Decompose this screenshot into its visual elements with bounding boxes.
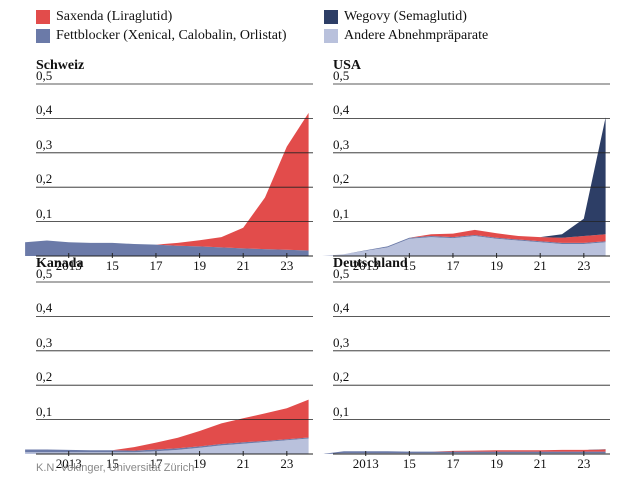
panel-title: USA bbox=[333, 58, 362, 73]
area-saxenda bbox=[25, 399, 309, 451]
legend-label: Fettblocker (Xenical, Calobalin, Orlista… bbox=[56, 28, 287, 43]
y-tick-label: 0,5 bbox=[333, 68, 350, 83]
legend-item-wegovy: Wegovy (Semaglutid) bbox=[324, 8, 467, 25]
x-tick-label: 23 bbox=[577, 456, 591, 471]
area-saxenda bbox=[25, 112, 309, 251]
x-tick-label: 21 bbox=[236, 456, 250, 471]
x-tick-label: 21 bbox=[533, 456, 547, 471]
area-saxenda bbox=[322, 229, 606, 256]
x-tick-label: 2013 bbox=[55, 456, 82, 471]
x-tick-label: 21 bbox=[236, 258, 250, 273]
y-tick-label: 0,3 bbox=[36, 334, 53, 350]
x-tick-label: 15 bbox=[402, 456, 416, 471]
x-tick-label: 17 bbox=[149, 258, 163, 273]
y-tick-label: 0,4 bbox=[36, 300, 53, 316]
y-tick-label: 0,5 bbox=[36, 68, 53, 83]
x-tick-label: 23 bbox=[280, 258, 294, 273]
legend-swatch bbox=[36, 9, 50, 24]
y-tick-label: 0,2 bbox=[333, 171, 350, 187]
area-fettblocker bbox=[25, 437, 309, 453]
panel-title: Deutschland bbox=[333, 256, 408, 271]
x-tick-label: 2013 bbox=[352, 258, 379, 273]
area-fettblocker bbox=[25, 240, 309, 256]
x-tick-label: 15 bbox=[402, 258, 416, 273]
panel-plot bbox=[25, 83, 313, 258]
x-tick-label: 19 bbox=[193, 456, 207, 471]
x-tick-label: 19 bbox=[490, 456, 504, 471]
y-tick-label: 0,2 bbox=[36, 369, 53, 385]
x-tick-label: 21 bbox=[533, 258, 547, 273]
area-fettblocker bbox=[322, 451, 606, 454]
legend-label: Saxenda (Liraglutid) bbox=[56, 9, 173, 24]
y-tick-label: 0,1 bbox=[36, 205, 53, 221]
x-tick-label: 19 bbox=[490, 258, 504, 273]
y-tick-label: 0,5 bbox=[36, 266, 53, 281]
x-tick-label: 17 bbox=[149, 456, 163, 471]
x-tick-label: 15 bbox=[105, 456, 119, 471]
panel-plot bbox=[25, 281, 313, 456]
legend-item-fettblocker: Fettblocker (Xenical, Calobalin, Orlista… bbox=[36, 27, 287, 44]
y-tick-label: 0,3 bbox=[333, 334, 350, 350]
panel-plot bbox=[322, 83, 610, 258]
panel-title: Kanada bbox=[36, 256, 84, 271]
panel-title: Schweiz bbox=[36, 58, 85, 73]
x-tick-label: 17 bbox=[446, 258, 460, 273]
y-tick-label: 0,4 bbox=[333, 300, 350, 316]
x-tick-label: 15 bbox=[105, 258, 119, 273]
panel-plot bbox=[322, 281, 610, 456]
area-andere bbox=[25, 438, 309, 454]
legend-swatch bbox=[324, 28, 338, 43]
x-tick-label: 2013 bbox=[55, 258, 82, 273]
area-andere bbox=[322, 236, 606, 256]
y-tick-label: 0,1 bbox=[333, 205, 350, 221]
x-tick-label: 23 bbox=[280, 456, 294, 471]
y-tick-label: 0,3 bbox=[36, 136, 53, 152]
y-tick-label: 0,1 bbox=[36, 403, 53, 419]
x-tick-label: 2013 bbox=[352, 456, 379, 471]
source-credit: K.N. Vokinger, Universität Zürich bbox=[36, 462, 195, 474]
legend-label: Wegovy (Semaglutid) bbox=[344, 9, 467, 24]
y-tick-label: 0,5 bbox=[333, 266, 350, 281]
x-tick-label: 19 bbox=[193, 258, 207, 273]
y-tick-label: 0,1 bbox=[333, 403, 350, 419]
y-tick-label: 0,3 bbox=[333, 136, 350, 152]
y-tick-label: 0,2 bbox=[333, 369, 350, 385]
legend-swatch bbox=[36, 28, 50, 43]
y-tick-label: 0,4 bbox=[333, 102, 350, 118]
y-tick-label: 0,2 bbox=[36, 171, 53, 187]
legend-label: Andere Abnehmpräparate bbox=[344, 28, 489, 43]
legend-item-saxenda: Saxenda (Liraglutid) bbox=[36, 8, 172, 25]
area-saxenda bbox=[322, 449, 606, 454]
legend-item-andere: Andere Abnehmpräparate bbox=[324, 27, 488, 44]
x-tick-label: 17 bbox=[446, 456, 460, 471]
legend-swatch bbox=[324, 9, 338, 24]
x-tick-label: 23 bbox=[577, 258, 591, 273]
y-tick-label: 0,4 bbox=[36, 102, 53, 118]
